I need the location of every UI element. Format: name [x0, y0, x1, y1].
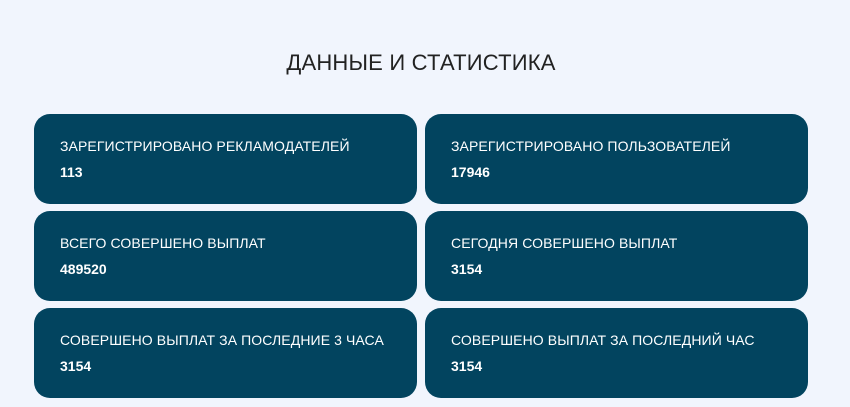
stat-value: 17946: [451, 164, 490, 180]
stat-label: СОВЕРШЕНО ВЫПЛАТ ЗА ПОСЛЕДНИЙ ЧАС: [451, 332, 755, 348]
stat-card-total-payouts: ВСЕГО СОВЕРШЕНО ВЫПЛАТ 489520: [34, 211, 417, 301]
stat-label: СЕГОДНЯ СОВЕРШЕНО ВЫПЛАТ: [451, 235, 678, 251]
stat-value: 113: [60, 164, 83, 180]
stat-card-1h-payouts: СОВЕРШЕНО ВЫПЛАТ ЗА ПОСЛЕДНИЙ ЧАС 3154: [425, 308, 808, 398]
stat-value: 3154: [60, 358, 92, 374]
stat-value: 3154: [451, 358, 483, 374]
stat-card-users: ЗАРЕГИСТРИРОВАНО ПОЛЬЗОВАТЕЛЕЙ 17946: [425, 114, 808, 204]
stat-value: 489520: [60, 261, 107, 277]
stat-label: СОВЕРШЕНО ВЫПЛАТ ЗА ПОСЛЕДНИЕ 3 ЧАСА: [60, 332, 384, 348]
section-title: ДАННЫЕ И СТАТИСТИКА: [286, 50, 556, 75]
stats-grid: ЗАРЕГИСТРИРОВАНО РЕКЛАМОДАТЕЛЕЙ 113 ЗАРЕ…: [34, 114, 808, 398]
stat-card-3h-payouts: СОВЕРШЕНО ВЫПЛАТ ЗА ПОСЛЕДНИЕ 3 ЧАСА 315…: [34, 308, 417, 398]
stat-card-advertisers: ЗАРЕГИСТРИРОВАНО РЕКЛАМОДАТЕЛЕЙ 113: [34, 114, 417, 204]
stat-card-today-payouts: СЕГОДНЯ СОВЕРШЕНО ВЫПЛАТ 3154: [425, 211, 808, 301]
stat-label: ВСЕГО СОВЕРШЕНО ВЫПЛАТ: [60, 235, 266, 251]
stat-label: ЗАРЕГИСТРИРОВАНО ПОЛЬЗОВАТЕЛЕЙ: [451, 138, 731, 154]
stat-label: ЗАРЕГИСТРИРОВАНО РЕКЛАМОДАТЕЛЕЙ: [60, 138, 350, 154]
stat-value: 3154: [451, 261, 483, 277]
